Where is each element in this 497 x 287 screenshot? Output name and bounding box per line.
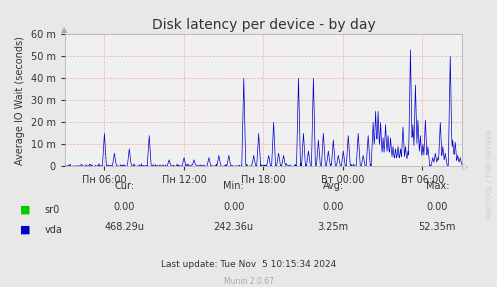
Text: Cur:: Cur: [114, 181, 134, 191]
Text: vda: vda [45, 225, 63, 234]
Text: 0.00: 0.00 [426, 201, 448, 212]
Text: ▷: ▷ [462, 162, 469, 171]
Text: ■: ■ [20, 205, 30, 214]
Text: Last update: Tue Nov  5 10:15:34 2024: Last update: Tue Nov 5 10:15:34 2024 [161, 260, 336, 269]
Text: 0.00: 0.00 [113, 201, 135, 212]
Text: Avg:: Avg: [323, 181, 343, 191]
Text: 0.00: 0.00 [322, 201, 344, 212]
Text: 52.35m: 52.35m [418, 222, 456, 232]
Y-axis label: Average IO Wait (seconds): Average IO Wait (seconds) [15, 36, 25, 165]
Text: RRDTOOL / TOBI OETIKER: RRDTOOL / TOBI OETIKER [487, 129, 493, 218]
Text: Munin 2.0.67: Munin 2.0.67 [224, 277, 273, 286]
Text: 0.00: 0.00 [223, 201, 245, 212]
Title: Disk latency per device - by day: Disk latency per device - by day [152, 18, 375, 32]
Text: 3.25m: 3.25m [318, 222, 348, 232]
Text: Min:: Min: [223, 181, 244, 191]
Text: Max:: Max: [425, 181, 449, 191]
Text: ▲: ▲ [61, 26, 68, 34]
Text: 468.29u: 468.29u [104, 222, 144, 232]
Text: 242.36u: 242.36u [214, 222, 253, 232]
Text: ■: ■ [20, 225, 30, 234]
Text: sr0: sr0 [45, 205, 60, 214]
